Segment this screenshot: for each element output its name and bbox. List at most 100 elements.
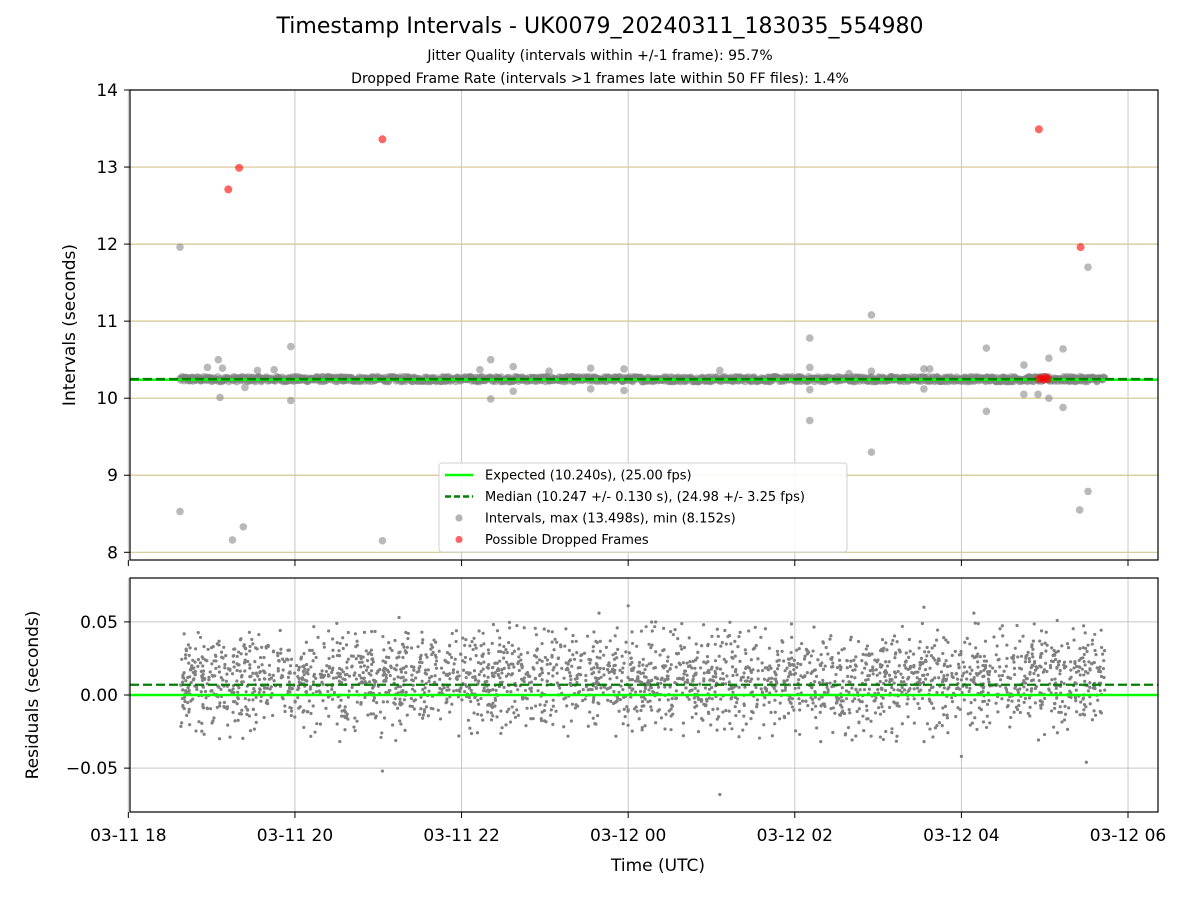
residual-point	[207, 678, 211, 682]
residual-point	[473, 643, 477, 647]
residual-point	[902, 688, 907, 692]
residual-point	[1055, 666, 1059, 670]
residual-point	[593, 682, 597, 686]
residual-point	[1045, 669, 1049, 674]
residual-point	[895, 704, 899, 708]
residual-point	[493, 671, 497, 675]
residual-point	[382, 679, 386, 683]
residual-point	[604, 645, 608, 649]
residual-point	[937, 658, 941, 663]
residual-point	[792, 668, 796, 672]
residual-point	[560, 666, 564, 670]
residual-point	[570, 702, 575, 706]
residual-point	[1000, 673, 1005, 678]
residual-point	[542, 627, 546, 631]
residual-point	[489, 703, 493, 707]
residual-point	[225, 672, 229, 676]
residual-point	[743, 648, 747, 652]
residual-point	[482, 660, 486, 664]
residual-point	[884, 729, 888, 734]
residual-point	[950, 696, 954, 700]
residual-point	[924, 677, 928, 681]
residual-point	[838, 713, 843, 717]
residual-point	[812, 625, 816, 629]
legend-label: Possible Dropped Frames	[485, 533, 649, 548]
residual-point	[749, 717, 753, 721]
residual-point	[1093, 648, 1097, 653]
residual-point	[622, 707, 626, 711]
residual-point	[214, 666, 218, 671]
residual-point	[359, 654, 363, 658]
residual-point	[493, 704, 497, 708]
residual-point	[453, 657, 457, 661]
residual-point	[998, 627, 1002, 631]
residual-point	[873, 699, 877, 703]
residual-point	[210, 662, 214, 666]
residual-point	[183, 695, 187, 699]
residual-point	[813, 679, 817, 684]
residual-point	[460, 698, 464, 702]
residual-point	[756, 677, 760, 681]
residual-point	[236, 718, 240, 722]
residual-point	[606, 698, 610, 702]
residual-point	[553, 637, 557, 641]
residual-point	[1031, 664, 1035, 668]
residual-point	[496, 673, 500, 677]
residual-point	[601, 691, 605, 695]
residual-point	[505, 710, 509, 714]
residual-point	[1071, 627, 1075, 631]
residual-point	[809, 654, 814, 658]
y-axis-label: Residuals (seconds)	[23, 611, 43, 780]
residual-point	[1083, 679, 1087, 683]
residual-point	[395, 656, 399, 660]
residual-point	[421, 688, 425, 692]
residual-point	[671, 633, 675, 637]
residual-point	[409, 646, 414, 650]
residual-point	[568, 658, 573, 662]
residual-point	[647, 642, 651, 646]
residual-point	[361, 671, 365, 675]
residual-point	[1102, 675, 1106, 680]
residual-point	[315, 722, 319, 726]
residual-point	[742, 702, 746, 706]
residual-point	[985, 702, 990, 706]
residual-point	[976, 622, 980, 626]
residual-point	[895, 734, 899, 738]
residual-point	[287, 680, 292, 684]
interval-point	[270, 365, 278, 374]
residual-point	[820, 661, 824, 665]
residual-point	[378, 710, 383, 714]
residual-point	[425, 655, 429, 659]
residual-point	[848, 664, 852, 669]
residual-point	[778, 717, 782, 721]
residual-point	[486, 688, 490, 692]
residual-point	[729, 642, 733, 646]
residual-point	[960, 674, 965, 678]
residual-point	[973, 698, 977, 702]
residual-point	[934, 638, 939, 642]
residual-point	[288, 690, 292, 694]
residual-point	[389, 665, 393, 669]
residual-point	[1066, 646, 1071, 650]
residual-point	[500, 667, 504, 672]
residual-point	[1004, 686, 1008, 690]
residual-point	[703, 704, 708, 708]
residual-point	[1077, 669, 1081, 673]
residual-point	[380, 731, 384, 735]
residual-point	[322, 642, 326, 646]
residual-point	[476, 698, 480, 702]
residual-point	[806, 704, 810, 708]
residual-point	[281, 657, 285, 661]
residual-point	[867, 687, 871, 691]
interval-point	[867, 448, 876, 456]
residual-point	[853, 676, 857, 680]
residual-point	[355, 719, 359, 723]
residual-point	[849, 675, 854, 679]
residual-point	[381, 673, 385, 677]
residual-point	[1036, 673, 1040, 677]
residual-point	[862, 729, 866, 733]
residual-point	[696, 689, 700, 693]
residual-point	[595, 714, 600, 718]
residual-point	[569, 678, 573, 682]
residual-point	[642, 690, 646, 694]
